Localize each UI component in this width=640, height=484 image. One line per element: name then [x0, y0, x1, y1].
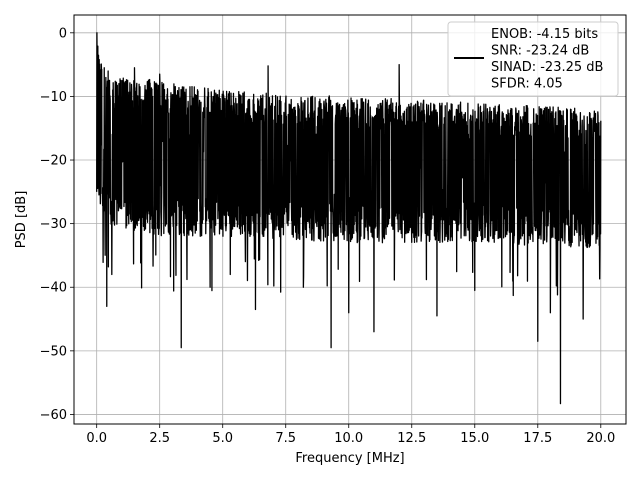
- x-tick-label: 10.0: [334, 431, 363, 446]
- legend: ENOB: -4.15 bits SNR: -23.24 dB SINAD: -…: [447, 21, 619, 97]
- axes-frame: [73, 14, 627, 425]
- legend-entry-enob: ENOB: -4.15 bits: [491, 27, 598, 42]
- y-axis-label: PSD [dB]: [14, 191, 29, 249]
- y-tick-label: −50: [40, 344, 67, 359]
- psd-series-line: [96, 32, 602, 405]
- legend-entry-snr: SNR: -23.24 dB: [491, 44, 589, 59]
- y-tick-label: 0: [59, 26, 67, 41]
- y-tick-label: −40: [40, 281, 67, 296]
- y-tick-label: −20: [40, 154, 67, 169]
- x-tick-label: 12.5: [397, 431, 426, 446]
- x-ticks: 0.0 2.5 5.0 7.5 10.0 12.5 15.0 17.5 20.0: [86, 424, 615, 446]
- x-tick-label: 15.0: [460, 431, 489, 446]
- x-tick-label: 20.0: [586, 431, 615, 446]
- y-ticks: 0 −10 −20 −30 −40 −50 −60: [40, 26, 74, 423]
- y-tick-label: −30: [40, 217, 67, 232]
- series-layer: [96, 32, 602, 405]
- y-tick-label: −60: [40, 408, 67, 423]
- x-axis-label: Frequency [MHz]: [295, 451, 404, 466]
- y-tick-label: −10: [40, 90, 67, 105]
- legend-entry-sfdr: SFDR: 4.05: [491, 77, 563, 92]
- legend-entry-sinad: SINAD: -23.25 dB: [491, 60, 603, 75]
- x-tick-label: 7.5: [275, 431, 296, 446]
- legend-box: [447, 21, 619, 97]
- x-tick-label: 2.5: [149, 431, 170, 446]
- x-tick-label: 17.5: [523, 431, 552, 446]
- x-tick-label: 0.0: [86, 431, 107, 446]
- x-tick-label: 5.0: [212, 431, 233, 446]
